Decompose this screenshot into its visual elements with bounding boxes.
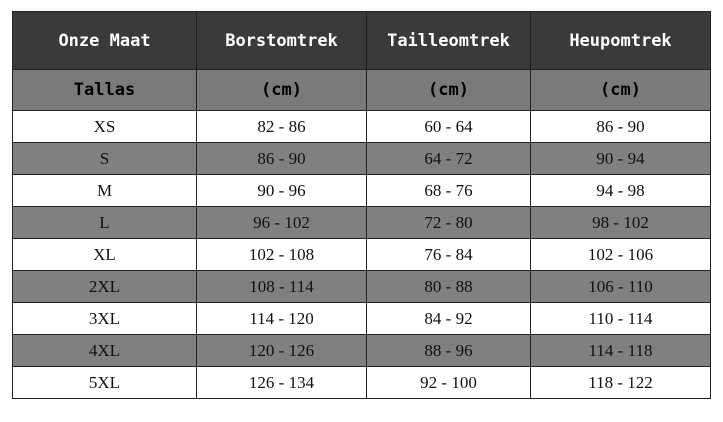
size-table: Onze Maat Borstomtrek Tailleomtrek Heupo… — [12, 11, 711, 399]
table-row: L 96 - 102 72 - 80 98 - 102 — [12, 206, 711, 239]
table-row: M 90 - 96 68 - 76 94 - 98 — [12, 174, 711, 207]
cell-waist: 88 - 96 — [366, 334, 531, 367]
cell-hip: 114 - 118 — [530, 334, 711, 367]
cell-waist: 80 - 88 — [366, 270, 531, 303]
cell-size: 2XL — [12, 270, 197, 303]
cell-chest: 108 - 114 — [196, 270, 367, 303]
cell-chest: 96 - 102 — [196, 206, 367, 239]
cell-hip: 118 - 122 — [530, 366, 711, 399]
table-row: 5XL 126 - 134 92 - 100 118 - 122 — [12, 366, 711, 399]
cell-waist: 68 - 76 — [366, 174, 531, 207]
cell-size: 3XL — [12, 302, 197, 335]
table-row: XL 102 - 108 76 - 84 102 - 106 — [12, 238, 711, 271]
cell-chest: 82 - 86 — [196, 110, 367, 143]
cell-hip: 110 - 114 — [530, 302, 711, 335]
cell-chest: 114 - 120 — [196, 302, 367, 335]
cell-size: L — [12, 206, 197, 239]
cell-size: S — [12, 142, 197, 175]
cell-hip: 106 - 110 — [530, 270, 711, 303]
size-chart: Onze Maat Borstomtrek Tailleomtrek Heupo… — [12, 11, 711, 399]
header-chest: Borstomtrek — [196, 11, 367, 70]
cell-hip: 90 - 94 — [530, 142, 711, 175]
cell-waist: 76 - 84 — [366, 238, 531, 271]
cell-hip: 102 - 106 — [530, 238, 711, 271]
cell-waist: 60 - 64 — [366, 110, 531, 143]
cell-size: XL — [12, 238, 197, 271]
table-row: XS 82 - 86 60 - 64 86 - 90 — [12, 110, 711, 143]
cell-chest: 120 - 126 — [196, 334, 367, 367]
cell-waist: 64 - 72 — [366, 142, 531, 175]
subheader-row: Tallas (cm) (cm) (cm) — [12, 69, 711, 111]
table-row: S 86 - 90 64 - 72 90 - 94 — [12, 142, 711, 175]
cell-size: 5XL — [12, 366, 197, 399]
cell-chest: 126 - 134 — [196, 366, 367, 399]
header-size: Onze Maat — [12, 11, 197, 70]
cell-size: 4XL — [12, 334, 197, 367]
cell-hip: 86 - 90 — [530, 110, 711, 143]
table-row: 3XL 114 - 120 84 - 92 110 - 114 — [12, 302, 711, 335]
cell-chest: 102 - 108 — [196, 238, 367, 271]
cell-waist: 72 - 80 — [366, 206, 531, 239]
cell-waist: 92 - 100 — [366, 366, 531, 399]
table-row: 2XL 108 - 114 80 - 88 106 - 110 — [12, 270, 711, 303]
subheader-chest-unit: (cm) — [196, 69, 367, 111]
cell-waist: 84 - 92 — [366, 302, 531, 335]
cell-chest: 90 - 96 — [196, 174, 367, 207]
header-row: Onze Maat Borstomtrek Tailleomtrek Heupo… — [12, 11, 711, 70]
subheader-waist-unit: (cm) — [366, 69, 531, 111]
cell-hip: 94 - 98 — [530, 174, 711, 207]
header-hip: Heupomtrek — [530, 11, 711, 70]
header-waist: Tailleomtrek — [366, 11, 531, 70]
cell-hip: 98 - 102 — [530, 206, 711, 239]
cell-size: M — [12, 174, 197, 207]
subheader-hip-unit: (cm) — [530, 69, 711, 111]
table-row: 4XL 120 - 126 88 - 96 114 - 118 — [12, 334, 711, 367]
subheader-size: Tallas — [12, 69, 197, 111]
cell-size: XS — [12, 110, 197, 143]
cell-chest: 86 - 90 — [196, 142, 367, 175]
